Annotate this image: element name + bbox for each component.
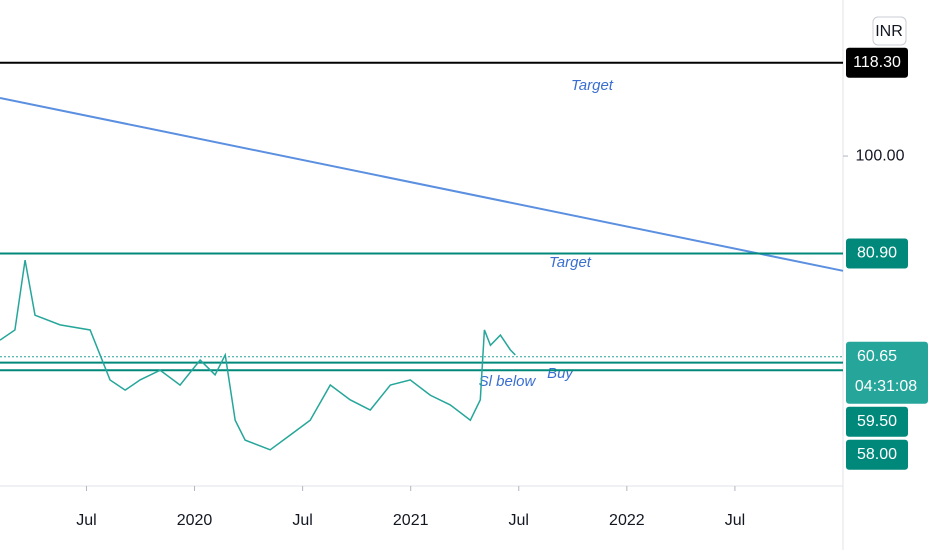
- annotation: Sl below: [479, 373, 537, 390]
- y-tick-label: 100.00: [856, 147, 905, 164]
- price-label-box: [846, 47, 908, 78]
- price-label-box: [846, 341, 928, 404]
- x-tick-label: Jul: [76, 512, 96, 529]
- price-line: [0, 259, 516, 451]
- price-label: 58.00: [857, 446, 897, 463]
- x-tick-label: 2021: [393, 512, 429, 529]
- annotation: Target: [571, 77, 614, 94]
- price-label: 59.50: [857, 413, 897, 430]
- countdown: 04:31:08: [855, 378, 917, 395]
- price-label: 118.30: [853, 54, 901, 71]
- x-tick-label: 2020: [177, 512, 213, 529]
- annotation: Buy: [547, 365, 574, 382]
- x-tick-label: 2022: [609, 512, 645, 529]
- price-label: 60.65: [857, 348, 897, 365]
- x-tick-label: Jul: [292, 512, 312, 529]
- price-label: 80.90: [857, 245, 897, 262]
- annotation: Target: [549, 254, 592, 271]
- trend-line: [0, 96, 844, 272]
- currency: INR: [875, 23, 903, 40]
- price-label-box: [846, 406, 908, 437]
- price-label-box: [846, 238, 908, 269]
- x-tick-label: Jul: [725, 512, 745, 529]
- price-label-box: [846, 439, 908, 470]
- x-tick-label: Jul: [509, 512, 529, 529]
- currency-box[interactable]: [872, 16, 907, 46]
